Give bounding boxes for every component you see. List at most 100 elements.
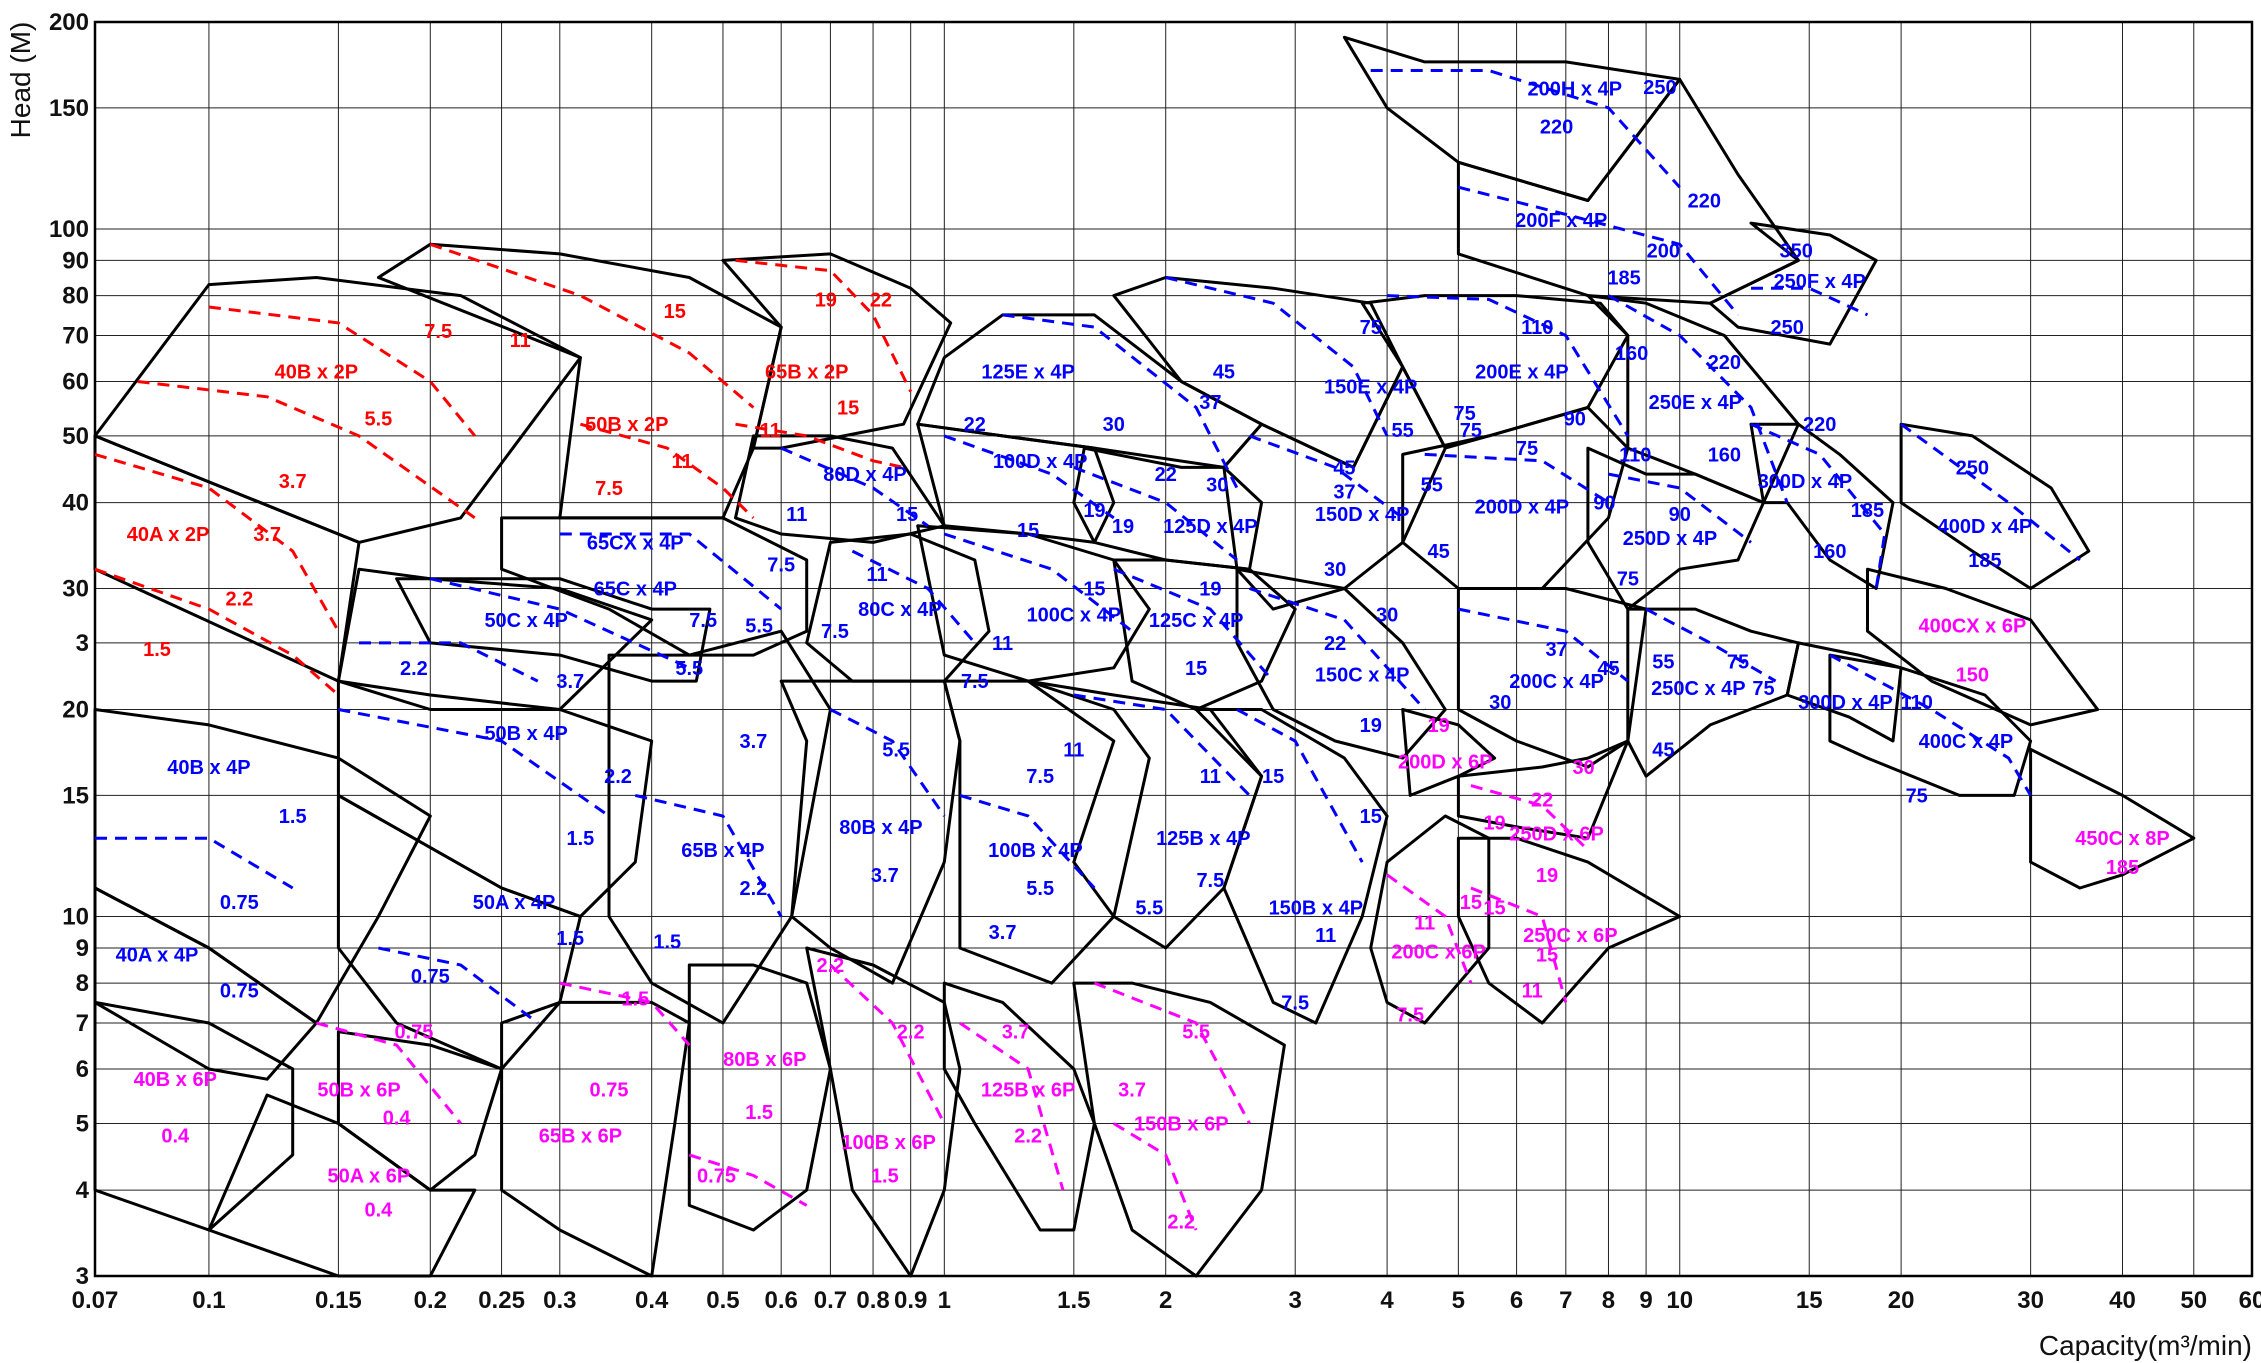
pump-model-label: 125B x 6P (981, 1080, 1076, 1102)
motor-kw-label: 19 (1483, 813, 1505, 835)
x-tick-label: 30 (2017, 1287, 2044, 1314)
y-tick-label: 3 (76, 1263, 89, 1290)
motor-kw-label: 90 (1564, 409, 1586, 431)
y-tick-label: 200 (49, 9, 89, 36)
pump-performance-curve (1387, 294, 1630, 437)
motor-kw-label: 0.75 (394, 1022, 433, 1044)
pump-performance-curve (959, 793, 1096, 890)
motor-kw-label: 19 (1360, 715, 1382, 737)
motor-kw-label: 1.5 (143, 639, 171, 661)
motor-kw-label: 1.5 (567, 828, 595, 850)
pump-zone-outline (1342, 35, 1682, 202)
motor-kw-label: 7.5 (961, 671, 989, 693)
pump-performance-curve (735, 422, 904, 469)
pump-zone-outline (916, 422, 1116, 544)
pump-model-label: 300D x 4P (1758, 471, 1853, 493)
plot-frame (93, 20, 2254, 1278)
pump-zone-outline (1112, 558, 1297, 711)
pump-performance-curve (1424, 452, 1610, 504)
motor-kw-label: 2.2 (604, 766, 632, 788)
pump-model-label: 250D x 4P (1623, 528, 1718, 550)
motor-kw-label: 0.4 (364, 1199, 393, 1221)
motor-kw-label: 220 (1708, 352, 1741, 374)
pump-zone-outline (734, 434, 946, 544)
pump-model-label: 150D x 4P (1315, 504, 1410, 526)
motor-kw-label: 160 (1615, 343, 1648, 365)
motor-kw-label: 0.4 (161, 1126, 190, 1148)
motor-kw-label: 3.7 (1118, 1080, 1146, 1102)
pump-performance-curve (208, 305, 477, 437)
pump-zone-outline (1456, 587, 1648, 769)
motor-kw-label: 55 (1392, 420, 1414, 442)
pump-model-label: 40B x 6P (134, 1069, 217, 1091)
pump-performance-curve (1751, 286, 1869, 317)
motor-kw-label: 1.5 (621, 988, 649, 1010)
motor-kw-label: 220 (1540, 116, 1573, 138)
pump-model-label: 200D x 6P (1398, 752, 1493, 774)
motor-kw-label: 2.2 (225, 589, 253, 611)
pump-model-label: 200F x 4P (1515, 210, 1607, 232)
pump-zone-outline (2029, 747, 2196, 890)
pump-zone-outline (1626, 607, 1800, 778)
pump-model-label: 250C x 6P (1523, 925, 1618, 947)
pump-model-label: 125D x 4P (1163, 516, 1258, 538)
motor-kw-label: 7.5 (1396, 1005, 1424, 1027)
motor-kw-label: 3.7 (871, 865, 899, 887)
pump-zone-outline (779, 679, 962, 985)
motor-kw-label: 75 (1617, 569, 1639, 591)
pump-zone-outline (1708, 221, 1878, 346)
pump-performance-curve (316, 1021, 462, 1125)
motor-kw-label: 0.75 (411, 966, 450, 988)
motor-kw-label: 90 (1593, 493, 1615, 515)
y-tick-label: 90 (62, 247, 89, 274)
y-tick-label: 150 (49, 95, 89, 122)
motor-kw-label: 11 (760, 420, 781, 442)
motor-kw-label: 185 (1607, 267, 1640, 289)
y-tick-label: 8 (76, 970, 89, 997)
pump-zone-outline (1866, 567, 2100, 727)
motor-kw-label: 19 (1199, 578, 1221, 600)
motor-kw-label: 19 (1536, 865, 1558, 887)
motor-kw-label: 2.2 (817, 955, 845, 977)
pump-performance-curve (735, 258, 913, 393)
motor-kw-label: 45 (1427, 541, 1449, 563)
pump-model-label: 65CX x 4P (587, 532, 684, 554)
motor-kw-label: 150 (1956, 664, 1989, 686)
pump-performance-curve (338, 708, 610, 818)
motor-kw-label: 11 (672, 451, 693, 473)
x-tick-label: 9 (1639, 1287, 1652, 1314)
motor-kw-label: 75 (1516, 438, 1538, 460)
y-tick-label: 4 (76, 1177, 90, 1204)
x-tick-label: 60 (2239, 1287, 2261, 1314)
pump-performance-curve (1165, 276, 1389, 437)
motor-kw-label: 15 (896, 504, 918, 526)
motor-kw-label: 0.75 (697, 1166, 736, 1188)
pump-zone-outline (1369, 814, 1491, 1025)
pump-performance-curve (378, 946, 539, 1025)
pump-model-label: 450C x 8P (2075, 828, 2170, 850)
x-tick-label: 4 (1380, 1287, 1394, 1314)
motor-kw-label: 250 (1771, 317, 1804, 339)
pump-performance-curve (1093, 981, 1251, 1125)
motor-kw-label: 11 (510, 330, 531, 352)
pump-performance-curve (1470, 784, 1589, 851)
motor-kw-label: 15 (1360, 806, 1382, 828)
motor-kw-label: 37 (1545, 639, 1567, 661)
pump-model-label: 50B x 6P (317, 1080, 400, 1102)
motor-kw-label: 75 (1727, 651, 1749, 673)
pump-model-label: 250E x 4P (1649, 392, 1742, 414)
motor-kw-label: 11 (1315, 925, 1336, 947)
pump-performance-curve (688, 1153, 808, 1207)
pump-model-label: 65C x 4P (594, 578, 677, 600)
motor-kw-label: 2.2 (1014, 1126, 1042, 1148)
y-tick-label: 5 (76, 1110, 89, 1137)
pump-zone-outline (1194, 708, 1389, 1025)
pump-zone-outline (1749, 422, 1895, 590)
pump-model-label: 125B x 4P (1156, 828, 1251, 850)
pump-performance-curve (959, 1021, 1065, 1191)
pump-model-label: 100C x 4P (1027, 604, 1122, 626)
pump-zone-outline (395, 577, 712, 683)
pump-performance-curve (1829, 653, 2032, 797)
pump-zone-outline (500, 1000, 691, 1278)
